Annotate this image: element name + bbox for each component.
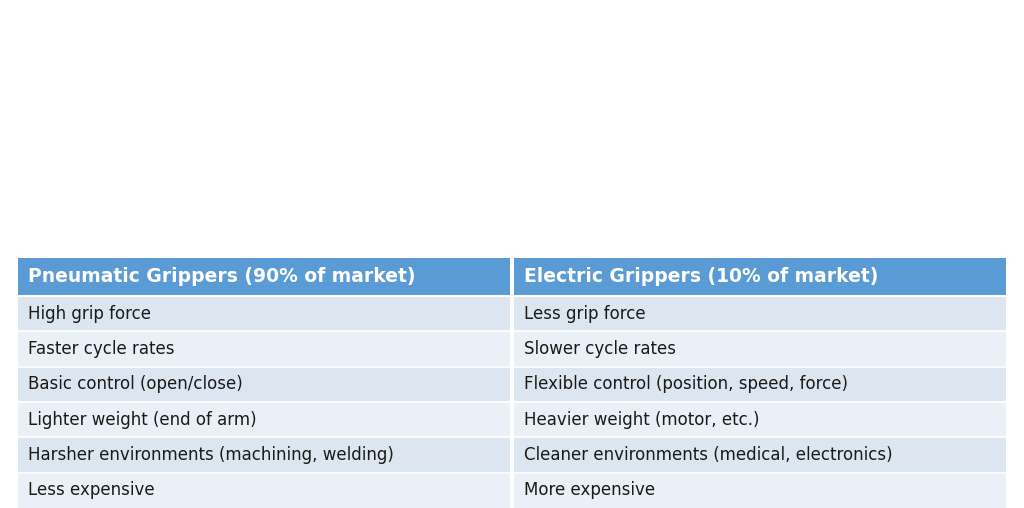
- FancyBboxPatch shape: [18, 437, 510, 472]
- Text: Harsher environments (machining, welding): Harsher environments (machining, welding…: [28, 446, 394, 464]
- FancyBboxPatch shape: [18, 402, 510, 437]
- FancyBboxPatch shape: [514, 331, 1006, 367]
- Text: Electric Grippers (10% of market): Electric Grippers (10% of market): [524, 268, 879, 287]
- FancyBboxPatch shape: [18, 331, 510, 367]
- Text: More expensive: More expensive: [524, 482, 655, 499]
- Text: Pneumatic Grippers (90% of market): Pneumatic Grippers (90% of market): [28, 268, 416, 287]
- Text: High grip force: High grip force: [28, 305, 151, 323]
- FancyBboxPatch shape: [514, 258, 1006, 296]
- Text: Cleaner environments (medical, electronics): Cleaner environments (medical, electroni…: [524, 446, 893, 464]
- Text: Less grip force: Less grip force: [524, 305, 645, 323]
- Text: Basic control (open/close): Basic control (open/close): [28, 375, 243, 393]
- FancyBboxPatch shape: [18, 472, 510, 508]
- Text: Less expensive: Less expensive: [28, 482, 155, 499]
- FancyBboxPatch shape: [514, 296, 1006, 331]
- FancyBboxPatch shape: [514, 367, 1006, 402]
- FancyBboxPatch shape: [514, 402, 1006, 437]
- FancyBboxPatch shape: [514, 437, 1006, 472]
- Text: Heavier weight (motor, etc.): Heavier weight (motor, etc.): [524, 410, 760, 429]
- Text: Flexible control (position, speed, force): Flexible control (position, speed, force…: [524, 375, 848, 393]
- Text: Faster cycle rates: Faster cycle rates: [28, 340, 174, 358]
- FancyBboxPatch shape: [18, 296, 510, 331]
- FancyBboxPatch shape: [18, 367, 510, 402]
- FancyBboxPatch shape: [514, 472, 1006, 508]
- Text: Lighter weight (end of arm): Lighter weight (end of arm): [28, 410, 257, 429]
- FancyBboxPatch shape: [18, 258, 510, 296]
- Text: Slower cycle rates: Slower cycle rates: [524, 340, 676, 358]
